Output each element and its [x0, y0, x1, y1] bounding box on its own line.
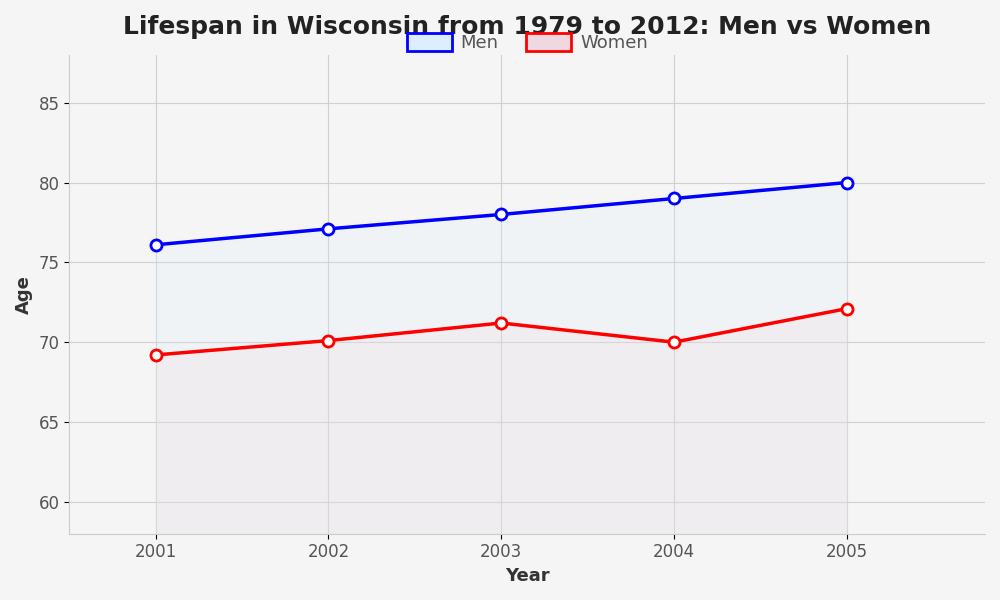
Title: Lifespan in Wisconsin from 1979 to 2012: Men vs Women: Lifespan in Wisconsin from 1979 to 2012:…	[123, 15, 931, 39]
Y-axis label: Age: Age	[15, 275, 33, 314]
X-axis label: Year: Year	[505, 567, 549, 585]
Legend: Men, Women: Men, Women	[399, 26, 655, 59]
